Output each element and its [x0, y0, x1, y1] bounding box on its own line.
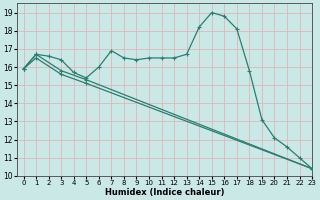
X-axis label: Humidex (Indice chaleur): Humidex (Indice chaleur): [105, 188, 224, 197]
